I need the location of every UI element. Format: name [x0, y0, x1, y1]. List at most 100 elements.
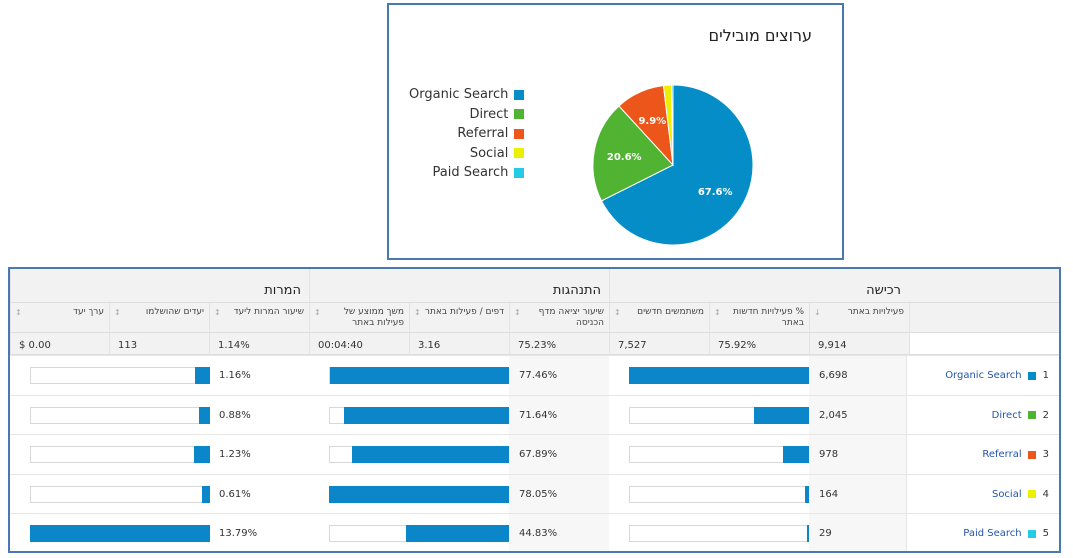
sort-icon[interactable]: ↕	[714, 308, 721, 317]
legend-item[interactable]: Paid Search	[409, 163, 525, 183]
channels-table: המרות התנהגות רכישה פעילויות באתר ↓ % פעיל…	[8, 267, 1061, 553]
channel-cell: Organic Search 1	[906, 356, 1059, 395]
row-value: 78.05%	[509, 474, 609, 514]
row-value: 67.89%	[509, 435, 609, 475]
column-header-label: שיעור יציאה מדף הכניסה	[538, 307, 604, 328]
pie-slice-paid-search[interactable]	[670, 84, 674, 166]
bar-fill	[329, 485, 509, 503]
bar-fill	[344, 406, 509, 424]
channel-swatch	[1027, 411, 1036, 420]
column-header-label: שיעור המרות ליעד	[233, 307, 304, 317]
column-header[interactable]: דפים / פעילות באתר ↕	[409, 303, 509, 333]
channel-link[interactable]: Direct	[991, 409, 1022, 421]
pie-slice-direct[interactable]	[592, 105, 674, 202]
bar-fill	[195, 367, 210, 384]
column-header[interactable]: משתמשים חדשים ↕	[609, 303, 709, 333]
row-number: 5	[1042, 528, 1049, 540]
column-header-label: משתמשים חדשים	[637, 307, 704, 317]
pie-title: ערוצים מובילים	[708, 26, 812, 45]
group-header-acquisition: רכישה	[609, 269, 909, 303]
channel-cell: Paid Search 5	[906, 514, 1059, 551]
column-header[interactable]: % פעילויות חדשות באתר ↕	[709, 303, 809, 333]
bar-fill	[30, 525, 210, 543]
total-value: 1.14%	[209, 333, 309, 355]
row-value: 2,045	[809, 395, 906, 435]
sort-icon[interactable]: ↕	[514, 308, 521, 317]
legend-label: Referral	[457, 126, 509, 142]
bar-track	[629, 446, 809, 464]
column-header[interactable]: ערך יעד ↕	[10, 303, 109, 333]
table-row: Social 4 164 78.05% 0.61%	[10, 473, 1059, 514]
column-header[interactable]: פעילויות באתר ↓	[809, 303, 909, 333]
bar-track	[629, 485, 809, 503]
column-header[interactable]: שיעור יציאה מדף הכניסה ↕	[509, 303, 609, 333]
bar-track	[329, 367, 509, 384]
bar-fill	[202, 485, 210, 503]
row-number: 3	[1042, 449, 1049, 461]
bar-fill	[629, 367, 809, 384]
bar-track	[30, 525, 210, 543]
total-value: 9,914	[809, 333, 909, 355]
header-spacer	[909, 303, 1059, 333]
bar-track	[30, 367, 210, 384]
sort-icon[interactable]: ↕	[114, 308, 121, 317]
row-value: 13.79%	[219, 528, 258, 540]
bar-fill	[194, 446, 210, 464]
legend-item[interactable]: Organic Search	[409, 85, 525, 105]
group-header-conversions: המרות	[10, 269, 309, 303]
legend-label: Direct	[469, 106, 509, 122]
sort-icon[interactable]: ↕	[15, 308, 22, 317]
column-header[interactable]: משך ממוצע של פעילות באתר ↕	[309, 303, 409, 333]
total-value: 7,527	[609, 333, 709, 355]
channel-link[interactable]: Social	[991, 488, 1022, 500]
sort-icon[interactable]: ↕	[414, 308, 421, 317]
column-header-label: דפים / פעילות באתר	[424, 307, 504, 317]
channel-cell: Referral 3	[906, 435, 1059, 475]
legend-item[interactable]: Referral	[409, 124, 525, 144]
channel-link[interactable]: Organic Search	[945, 370, 1022, 381]
row-value: 71.64%	[509, 395, 609, 435]
row-number: 1	[1042, 370, 1049, 381]
pie-data-label: 67.6%	[698, 187, 733, 198]
pie-slice-organic-search[interactable]	[600, 84, 754, 246]
total-value: 00:04:40	[309, 333, 409, 355]
channel-swatch	[1027, 371, 1036, 380]
pie-data-label: 20.6%	[607, 152, 642, 163]
bar-track	[329, 406, 509, 424]
channel-link[interactable]: Referral	[982, 449, 1022, 461]
row-number: 4	[1042, 488, 1049, 500]
channel-link[interactable]: Paid Search	[963, 528, 1022, 540]
row-value: 6,698	[809, 356, 906, 395]
column-header-label: יעדים שהושלמו	[145, 307, 204, 317]
legend-swatch	[514, 89, 525, 100]
legend-swatch	[514, 128, 525, 139]
column-header[interactable]: יעדים שהושלמו ↕	[109, 303, 209, 333]
legend-item[interactable]: Social	[409, 144, 525, 164]
bar-fill	[783, 446, 809, 464]
legend-label: Organic Search	[409, 87, 509, 103]
column-header[interactable]: שיעור המרות ליעד ↕	[209, 303, 309, 333]
bar-fill	[805, 485, 809, 503]
channel-swatch	[1027, 490, 1036, 499]
row-value: 1.23%	[219, 449, 251, 461]
row-value: 0.88%	[219, 409, 251, 421]
bar-fill	[352, 446, 509, 464]
bar-track	[30, 406, 210, 424]
channel-swatch	[1027, 529, 1036, 538]
sort-icon[interactable]: ↕	[614, 308, 621, 317]
bar-track	[329, 485, 509, 503]
row-number: 2	[1042, 409, 1049, 421]
top-channels-panel: ערוצים מובילים Organic Search Direct Refer…	[387, 3, 844, 260]
bar-fill	[406, 525, 509, 543]
table-row: Organic Search 1 6,698 77.46% 1.16%	[10, 355, 1059, 395]
channel-cell: Direct 2	[906, 395, 1059, 435]
table-row: Referral 3 978 67.89% 1.23%	[10, 434, 1059, 475]
legend-item[interactable]: Direct	[409, 105, 525, 125]
sort-icon[interactable]: ↕	[314, 308, 321, 317]
total-value: 113	[109, 333, 209, 355]
bar-track	[629, 367, 809, 384]
sort-icon[interactable]: ↕	[214, 308, 221, 317]
sort-icon[interactable]: ↓	[814, 308, 821, 317]
bar-fill	[199, 406, 210, 424]
total-value: 75.23%	[509, 333, 609, 355]
